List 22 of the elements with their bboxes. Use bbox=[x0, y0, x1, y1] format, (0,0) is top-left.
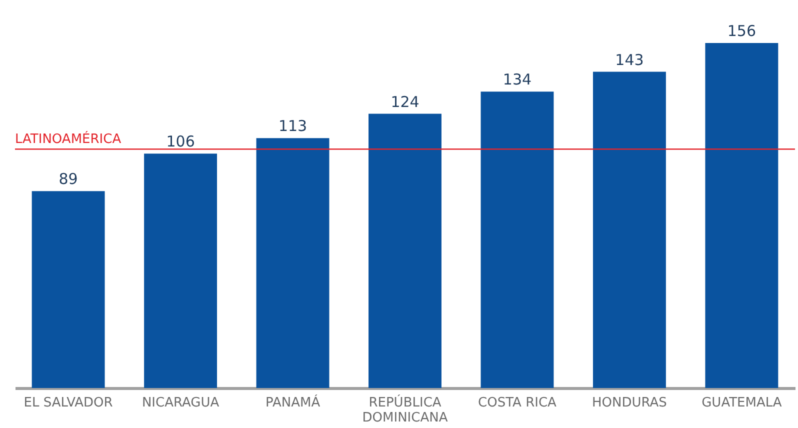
x-tick-label: GUATEMALA bbox=[702, 396, 782, 410]
bar bbox=[480, 92, 554, 388]
data-label: 89 bbox=[58, 170, 78, 188]
x-tick-label: COSTA RICA bbox=[478, 396, 557, 410]
data-label: 134 bbox=[502, 70, 532, 89]
x-tick-label: REPÚBLICA DOMINICANA bbox=[362, 394, 448, 426]
x-tick-label: EL SALVADOR bbox=[24, 396, 113, 410]
data-label: 106 bbox=[166, 132, 195, 151]
ref-line-label: LATINOAMÉRICA bbox=[15, 130, 122, 148]
bar bbox=[368, 114, 442, 388]
data-label: 124 bbox=[390, 92, 420, 111]
bar bbox=[32, 191, 105, 388]
data-label: 156 bbox=[727, 22, 756, 40]
x-tick-label: PANAMÁ bbox=[265, 394, 320, 410]
x-tick-label: NICARAGUA bbox=[142, 396, 220, 410]
bar bbox=[256, 138, 330, 388]
data-label: 113 bbox=[278, 117, 308, 136]
bar bbox=[592, 72, 666, 388]
x-tick-label: HONDURAS bbox=[592, 396, 667, 410]
bar bbox=[144, 154, 218, 388]
data-label: 143 bbox=[615, 50, 644, 69]
bar bbox=[705, 43, 778, 388]
